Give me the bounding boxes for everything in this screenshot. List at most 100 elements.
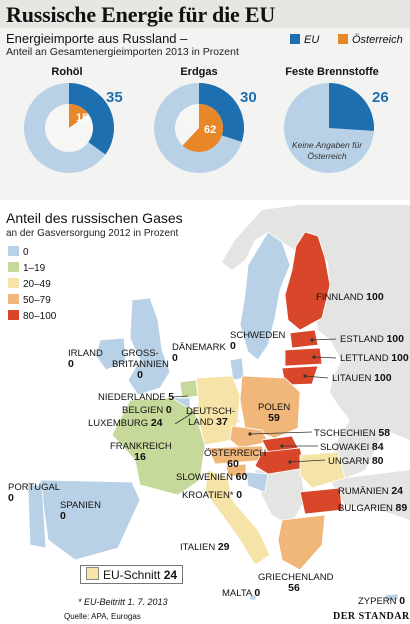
label-portugal: PORTUGAL 0 <box>8 482 61 504</box>
label-zypern: ZYPERN 0 <box>358 595 406 608</box>
map-legend-4: 80–100 <box>8 310 56 322</box>
label-luxemburg: LUXEMBURG 24 <box>88 417 163 430</box>
eu-average-value: 24 <box>163 568 178 582</box>
leader-ungarn <box>289 459 326 463</box>
legend-eu-swatch <box>290 34 300 44</box>
dot-litauen <box>303 374 307 378</box>
map-legend-swatch <box>8 294 19 304</box>
label-deutschland: DEUTSCH-LAND 37 <box>186 406 236 428</box>
map-legend-swatch <box>8 310 19 320</box>
pie-label-eu: 35 <box>106 89 123 106</box>
country-bulgarien <box>299 487 343 515</box>
label-daenemark: DÄNEMARK 0 <box>172 342 226 364</box>
label-italien: ITALIEN 29 <box>180 541 230 554</box>
map-legend-3: 50–79 <box>8 294 51 306</box>
dot-ungarn <box>288 460 292 464</box>
label-rumaenien: RUMÄNIEN 24 <box>338 485 403 498</box>
country-frankreich <box>111 397 206 496</box>
pie-label-eu: 26 <box>372 89 389 106</box>
pie-chart-erdgas: 62 <box>154 83 245 173</box>
legend-eu-label: EU <box>304 34 320 46</box>
label-irland: IRLAND 0 <box>68 348 103 370</box>
label-oesterreich: ÖSTERREICH 60 <box>204 448 267 470</box>
country-zypern <box>384 593 399 602</box>
country-malta <box>249 594 257 601</box>
label-kroatien: KROATIEN* 0 <box>182 489 243 502</box>
source-note: Quelle: APA, Eurogas <box>64 612 141 621</box>
section-subtitle: Energieimporte aus Russland – <box>6 31 188 46</box>
country-italien <box>204 469 271 566</box>
title-bar <box>0 0 410 28</box>
country-irland <box>95 337 127 371</box>
legend-austria: Österreich <box>338 34 403 46</box>
map-legend-2: 20–49 <box>8 278 51 290</box>
label-bulgarien: BULGARIEN 89 <box>338 502 408 515</box>
label-dots <box>248 338 316 464</box>
pie-slice-austria <box>69 104 89 128</box>
footnote: * EU-Beitritt 1. 7. 2013 <box>78 597 168 607</box>
leader-tschechien <box>249 431 313 435</box>
country-spanien <box>39 479 141 561</box>
leader-niederlande <box>171 395 189 398</box>
turkey-non-eu <box>330 470 410 520</box>
map-legend-swatch <box>8 278 19 288</box>
leader-lettland <box>313 356 337 359</box>
legend-austria-label: Österreich <box>352 34 403 46</box>
russia-non-eu <box>300 205 410 478</box>
map-legend-swatch <box>8 262 19 272</box>
country-griechenland <box>277 514 326 571</box>
label-belgien: BELGIEN 0 <box>122 404 172 417</box>
map-legend-label: 80–100 <box>23 311 57 322</box>
country-portugal <box>27 484 47 549</box>
map-legend-label: 50–79 <box>23 295 51 306</box>
pie-title-feste-brennstoffe: Feste Brennstoffe <box>285 66 379 78</box>
label-grossbritannien: GROSS-BRITANNIEN 0 <box>112 348 169 381</box>
eu-average-label: EU-Schnitt <box>103 568 161 582</box>
country-kroatien <box>245 471 269 493</box>
pie-slice-austria <box>182 104 223 152</box>
brand-logo: DER STANDARD <box>333 611 410 622</box>
leader-luxemburg <box>174 411 195 425</box>
label-frankreich: FRANKREICH 16 <box>110 441 172 463</box>
pie-slice-eu <box>69 83 115 155</box>
pie-title-rohoel: Rohöl <box>51 66 83 78</box>
label-slowakei: SLOWAKEI 84 <box>320 441 384 454</box>
eu-average-swatch <box>86 567 99 580</box>
dot-lettland <box>312 355 316 359</box>
map-legend-swatch <box>8 246 19 256</box>
country-finnland <box>284 231 331 331</box>
no-data-note: Keine Angaben für Österreich <box>291 140 363 161</box>
legend-austria-swatch <box>338 34 348 44</box>
europe-gas-map <box>0 200 410 624</box>
page-title: Russische Energie für die EU <box>6 2 276 27</box>
country-grossbritannien <box>127 297 171 396</box>
map-legend-label: 20–49 <box>23 279 51 290</box>
label-slowenien: SLOWENIEN 60 <box>176 471 248 484</box>
label-griechenland: GRIECHENLAND 56 <box>258 572 334 594</box>
dot-slowakei <box>280 444 284 448</box>
label-spanien: SPANIEN 0 <box>60 500 102 522</box>
label-litauen: LITAUEN 100 <box>332 372 392 385</box>
label-schweden: SCHWEDEN 0 <box>230 330 286 352</box>
country-tschechien <box>229 425 269 449</box>
country-lettland <box>284 347 323 367</box>
dot-estland <box>310 338 314 342</box>
dot-tschechien <box>248 432 252 436</box>
map-subtitle: an der Gasversorgung 2012 in Prozent <box>6 228 179 239</box>
label-niederlande: NIEDERLANDE 5 <box>98 391 175 404</box>
pie-chart-rohoel: 15 <box>24 83 115 173</box>
map-legend-1: 1–19 <box>8 262 45 274</box>
map-title: Anteil des russischen Gases <box>6 210 183 226</box>
section-subtitle-detail: Anteil an Gesamtenergieimporten 2013 in … <box>6 46 239 58</box>
label-estland: ESTLAND 100 <box>340 333 404 346</box>
country-ungarn <box>254 447 306 475</box>
map-legend-label: 0 <box>23 247 29 258</box>
country-niederlande <box>179 379 199 399</box>
map-legend-0: 0 <box>8 246 29 258</box>
map-legend-label: 1–19 <box>23 263 46 274</box>
country-schweden <box>239 231 291 361</box>
label-finnland: FINNLAND 100 <box>316 291 384 304</box>
label-malta: MALTA 0 <box>222 587 261 600</box>
country-slowenien <box>225 463 247 477</box>
pie-title-erdgas: Erdgas <box>180 66 218 78</box>
